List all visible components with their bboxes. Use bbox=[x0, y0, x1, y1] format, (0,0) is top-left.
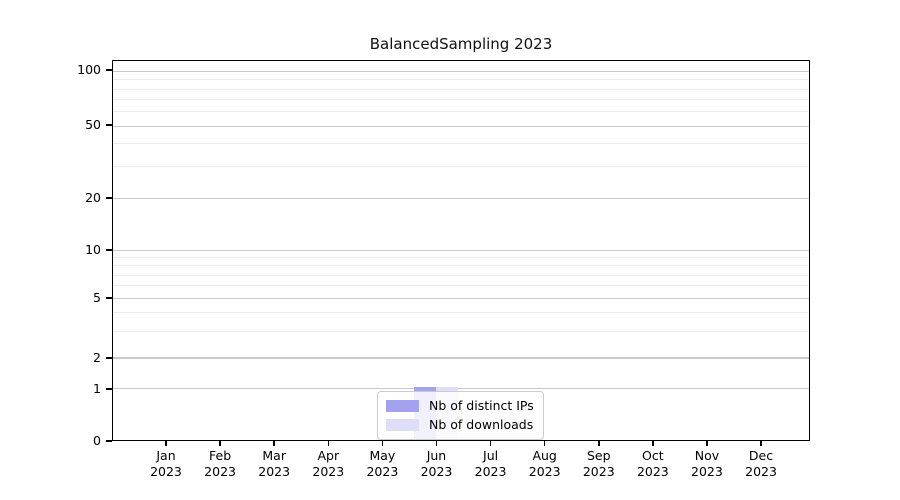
gridline-major bbox=[113, 125, 809, 127]
legend-swatch bbox=[386, 418, 419, 431]
x-tick-year: 2023 bbox=[528, 463, 561, 479]
x-tick-year: 2023 bbox=[691, 463, 723, 479]
x-tick-mark bbox=[381, 441, 384, 446]
x-tick-mark bbox=[652, 441, 654, 446]
gridline-minor bbox=[113, 99, 809, 101]
gridline-major bbox=[113, 250, 809, 252]
gridline-minor bbox=[113, 285, 809, 287]
gridline-major bbox=[113, 198, 809, 200]
x-tick-label: Nov 2023 bbox=[675, 448, 739, 479]
x-tick-month: Nov bbox=[694, 448, 720, 463]
y-tick-mark bbox=[106, 197, 112, 199]
x-tick-mark bbox=[219, 441, 221, 446]
y-tick-label: 20 bbox=[85, 189, 101, 205]
gridline-minor bbox=[113, 312, 809, 314]
x-tick-label: Feb 2023 bbox=[188, 448, 252, 479]
x-tick-label: Jan 2023 bbox=[134, 448, 198, 479]
gridline-minor bbox=[113, 79, 809, 81]
gridline-major bbox=[113, 70, 809, 73]
x-tick-year: 2023 bbox=[150, 463, 182, 479]
gridline-minor bbox=[113, 257, 809, 259]
x-tick-label: Jul 2023 bbox=[459, 448, 523, 479]
x-tick-month: Apr bbox=[317, 448, 340, 463]
legend-swatch bbox=[386, 399, 419, 412]
x-tick-year: 2023 bbox=[204, 463, 236, 479]
x-tick-mark bbox=[165, 441, 167, 446]
y-tick-label: 1 bbox=[93, 380, 101, 396]
x-tick-label: Sep 2023 bbox=[567, 448, 631, 479]
x-tick-mark bbox=[273, 441, 275, 446]
y-tick-mark bbox=[106, 357, 112, 359]
x-tick-month: Jun bbox=[426, 448, 447, 463]
x-tick-year: 2023 bbox=[474, 463, 507, 479]
y-tick-label: 5 bbox=[93, 290, 101, 305]
x-tick-year: 2023 bbox=[636, 463, 669, 479]
x-tick-mark bbox=[598, 441, 600, 446]
x-tick-label: May 2023 bbox=[350, 448, 414, 479]
y-tick-mark bbox=[106, 440, 112, 442]
x-tick-label: Dec 2023 bbox=[729, 448, 793, 479]
gridline-minor bbox=[113, 166, 809, 168]
gridline-major bbox=[113, 357, 809, 359]
x-tick-month: Mar bbox=[262, 448, 286, 463]
y-tick-mark bbox=[106, 388, 112, 390]
x-tick-month: Aug bbox=[532, 448, 557, 463]
gridline-minor bbox=[113, 111, 809, 113]
x-tick-year: 2023 bbox=[366, 463, 399, 479]
legend: Nb of distinct IPs Nb of downloads bbox=[377, 391, 544, 440]
y-tick-mark bbox=[106, 124, 112, 126]
x-tick-label: Mar 2023 bbox=[242, 448, 306, 479]
x-tick-month: Oct bbox=[642, 448, 664, 463]
x-tick-year: 2023 bbox=[312, 463, 345, 479]
y-tick-label: 100 bbox=[77, 61, 101, 77]
x-tick-mark bbox=[489, 441, 492, 446]
x-tick-mark bbox=[760, 441, 762, 446]
y-tick-mark bbox=[106, 249, 112, 251]
gridline-minor bbox=[113, 331, 809, 333]
y-tick-label: 50 bbox=[85, 116, 101, 132]
x-tick-mark bbox=[543, 441, 546, 446]
legend-label: Nb of downloads bbox=[429, 417, 534, 432]
y-tick-mark bbox=[106, 297, 112, 299]
x-tick-label: Apr 2023 bbox=[296, 448, 360, 479]
x-tick-year: 2023 bbox=[420, 463, 453, 479]
x-tick-month: Jan bbox=[156, 448, 176, 463]
x-tick-label: Oct 2023 bbox=[621, 448, 685, 479]
x-tick-month: May bbox=[369, 448, 396, 463]
y-tick-label: 10 bbox=[85, 242, 101, 257]
x-tick-month: Feb bbox=[209, 448, 232, 463]
x-tick-mark bbox=[327, 441, 330, 446]
x-tick-year: 2023 bbox=[582, 463, 615, 479]
legend-label: Nb of distinct IPs bbox=[429, 398, 534, 413]
x-tick-mark bbox=[435, 441, 438, 446]
chart-title: BalancedSampling 2023 bbox=[369, 35, 553, 53]
x-tick-mark bbox=[706, 441, 708, 446]
x-tick-year: 2023 bbox=[258, 463, 291, 479]
x-tick-month: Dec bbox=[748, 448, 774, 463]
gridline-minor bbox=[113, 274, 809, 276]
y-tick-label: 2 bbox=[93, 350, 101, 366]
y-tick-label: 0 bbox=[93, 433, 101, 448]
x-tick-month: Jul bbox=[483, 448, 499, 463]
legend-row: Nb of downloads bbox=[386, 415, 535, 434]
x-tick-label: Aug 2023 bbox=[513, 448, 577, 479]
gridline-major bbox=[113, 388, 809, 390]
gridline-minor bbox=[113, 143, 809, 145]
gridline-major bbox=[113, 297, 809, 299]
y-tick-mark bbox=[106, 69, 112, 71]
x-tick-label: Jun 2023 bbox=[404, 448, 468, 479]
gridline-minor bbox=[113, 265, 809, 267]
legend-row: Nb of distinct IPs bbox=[386, 396, 535, 415]
x-tick-month: Sep bbox=[586, 448, 611, 463]
plot-area bbox=[112, 60, 810, 441]
gridline-minor bbox=[113, 88, 809, 90]
x-tick-year: 2023 bbox=[745, 463, 777, 479]
